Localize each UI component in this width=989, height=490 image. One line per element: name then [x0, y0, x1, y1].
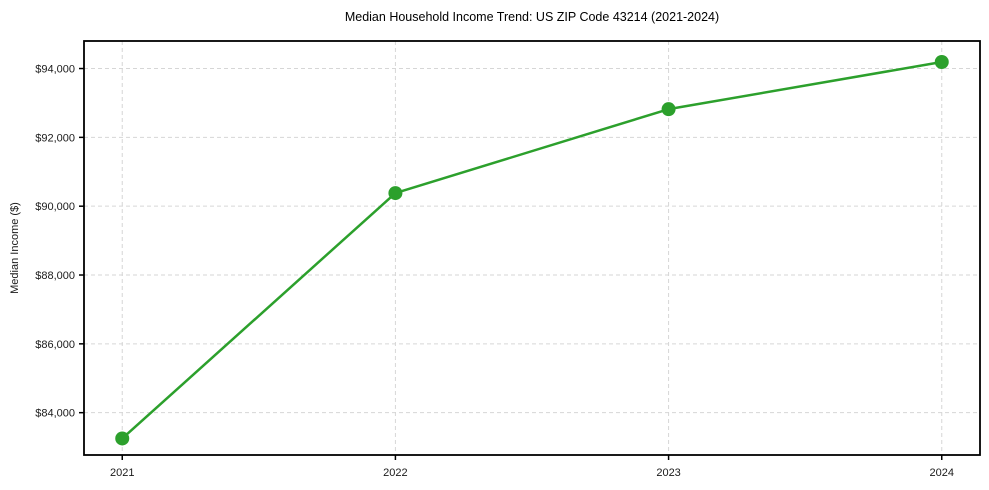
data-point	[388, 186, 403, 201]
y-tick-label: $90,000	[35, 201, 75, 213]
y-tick-label: $92,000	[35, 132, 75, 144]
plot-frame	[83, 40, 981, 456]
x-tick-label: 2021	[110, 467, 134, 479]
chart-title: Median Household Income Trend: US ZIP Co…	[344, 10, 720, 24]
data-point	[934, 54, 949, 69]
y-tick-label: $88,000	[35, 270, 75, 282]
trend-line	[120, 60, 944, 440]
x-tick-label: 2023	[656, 467, 680, 479]
data-point	[115, 431, 130, 446]
y-tick-label: $84,000	[35, 408, 75, 420]
x-tick-label: 2022	[383, 467, 407, 479]
data-point	[661, 102, 676, 117]
y-tick-label: $94,000	[35, 64, 75, 76]
y-tick-label: $86,000	[35, 339, 75, 351]
x-tick-label: 2024	[930, 467, 954, 479]
